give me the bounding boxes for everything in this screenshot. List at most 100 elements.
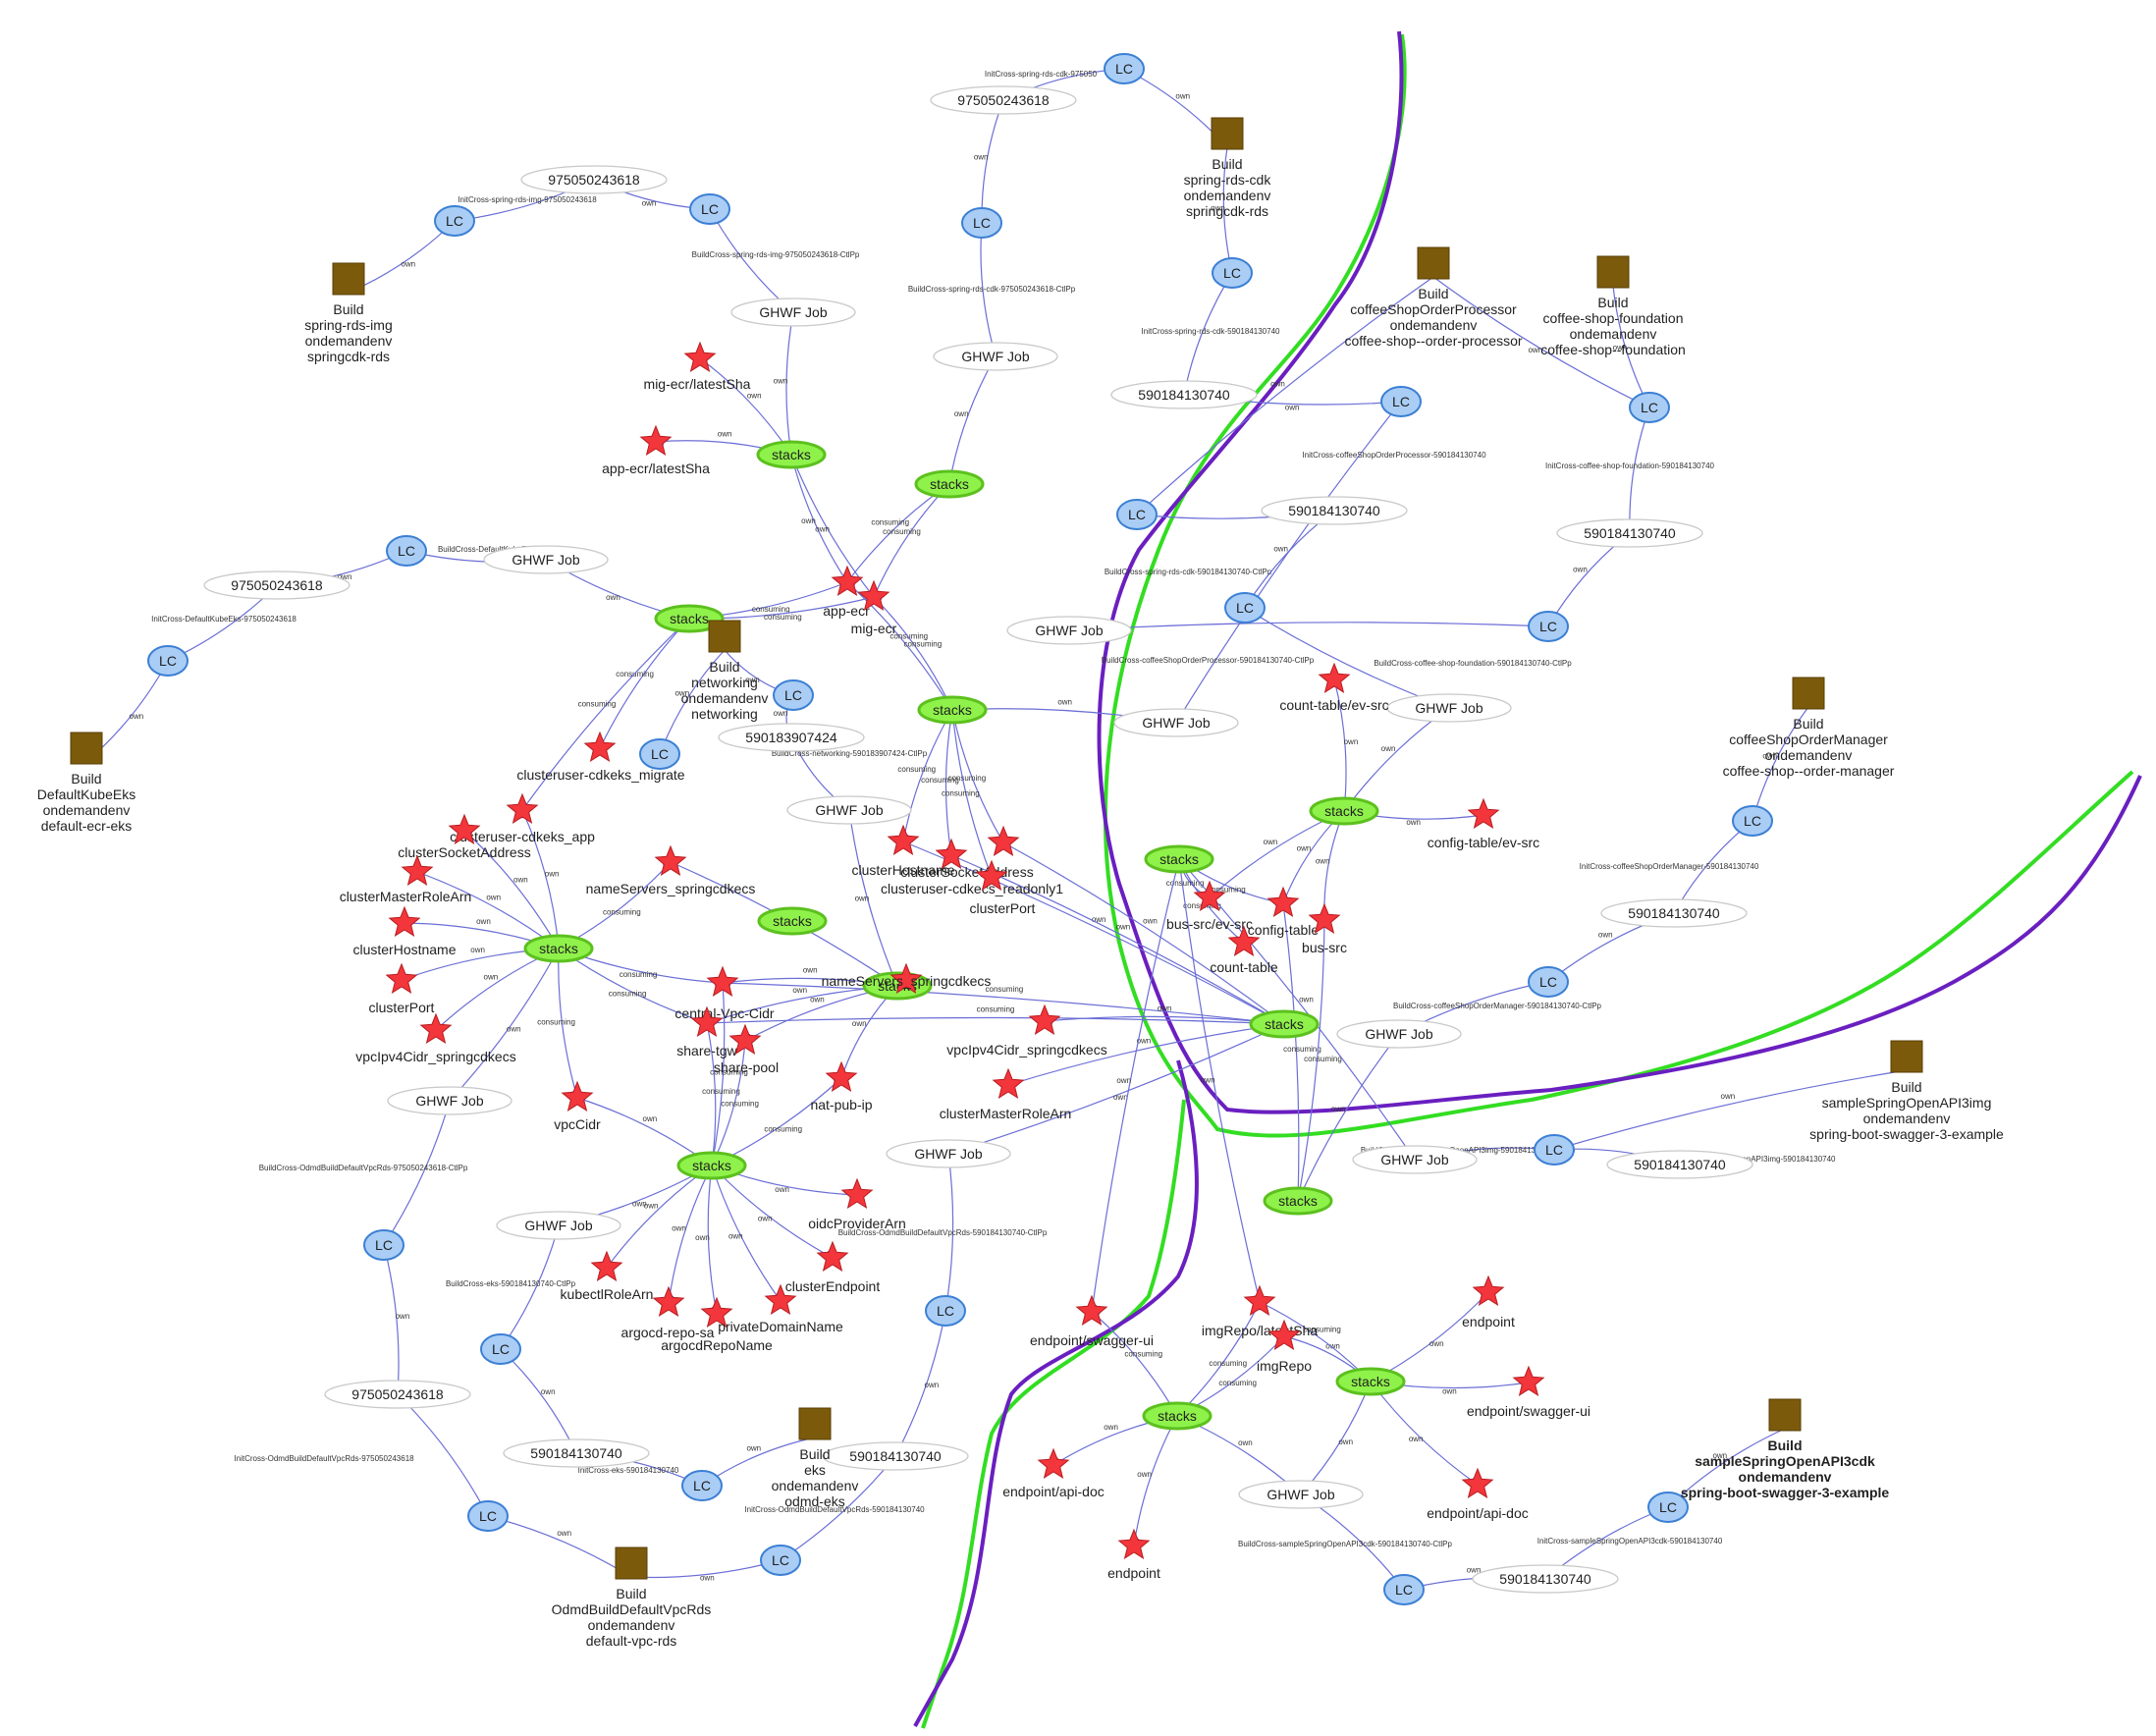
stacks-node[interactable]: stacks (1263, 1186, 1333, 1216)
output-star-node[interactable]: nameServers_springcdkecs (822, 962, 992, 994)
ghwf-job-node[interactable]: GHWF Job (933, 342, 1058, 371)
lc-node[interactable]: LC (1224, 592, 1266, 624)
output-star-node[interactable]: count-table (1210, 925, 1278, 975)
stacks-node[interactable]: stacks (1249, 1009, 1320, 1039)
output-star-node[interactable]: vpcCidr (554, 1080, 601, 1132)
ghwf-job-node[interactable]: GHWF Job (496, 1211, 621, 1240)
stacks-node[interactable]: stacks (1142, 1401, 1213, 1431)
output-star-node[interactable]: app-ecr/latestSha (602, 424, 710, 476)
lc-node[interactable]: LC (760, 1545, 801, 1576)
lc-node[interactable]: LC (1104, 53, 1145, 84)
output-star-node[interactable]: clusterHostname (352, 905, 457, 957)
build-node[interactable]: BuildOdmdBuildDefaultVpcRdsondemandenvde… (552, 1546, 712, 1649)
lc-node[interactable]: LC (773, 679, 814, 711)
build-node[interactable]: BuildsampleSpringOpenAPI3cdkondemandenvs… (1681, 1398, 1890, 1500)
output-star-node[interactable]: nat-pub-ip (810, 1060, 873, 1112)
lc-node[interactable]: LC (386, 535, 427, 567)
output-star-node[interactable]: config-table (1248, 886, 1320, 938)
lc-node[interactable]: LC (1528, 611, 1569, 642)
stacks-node[interactable]: stacks (914, 469, 985, 499)
account-node[interactable]: 590184130740 (1556, 518, 1703, 548)
lc-node[interactable]: LC (147, 645, 189, 677)
lc-node[interactable]: LC (961, 207, 1002, 239)
build-node[interactable]: BuildcoffeeShopOrderProcessorondemandenv… (1344, 246, 1523, 349)
build-node[interactable]: BuildDefaultKubeEksondemandenvdefault-ec… (37, 732, 135, 834)
output-star-node[interactable]: endpoint (1107, 1528, 1160, 1581)
lc-node[interactable]: LC (480, 1333, 521, 1365)
lc-node[interactable]: LC (467, 1500, 509, 1532)
output-star-node[interactable]: central-Vpc-Cidr (674, 965, 775, 1021)
stacks-node[interactable]: stacks (1335, 1367, 1406, 1396)
output-star-node[interactable]: nameServers_springcdkecs (586, 844, 756, 896)
output-star-node[interactable]: vpcIpv4Cidr_springcdkecs (355, 1012, 516, 1064)
build-node[interactable]: Buildcoffee-shop-foundationondemandenvco… (1540, 255, 1686, 357)
lc-node[interactable]: LC (1380, 386, 1422, 417)
account-node[interactable]: 975050243618 (520, 165, 668, 194)
output-star-node[interactable]: count-table/ev-src (1279, 662, 1389, 713)
output-star-node[interactable]: clusteruser-cdkecs_readonly1 (881, 825, 1063, 896)
output-star-node[interactable]: clusterHostname (851, 824, 955, 878)
account-node[interactable]: 590184130740 (503, 1438, 650, 1468)
account-node[interactable]: 975050243618 (203, 570, 350, 600)
lc-node[interactable]: LC (1383, 1574, 1425, 1605)
ghwf-job-node[interactable]: GHWF Job (1113, 708, 1239, 737)
build-node[interactable]: Buildspring-rds-imgondemandenvspringcdk-… (304, 262, 393, 364)
lc-node[interactable]: LC (1116, 499, 1158, 530)
lc-node[interactable]: LC (1212, 257, 1253, 289)
stacks-node[interactable]: stacks (654, 604, 725, 633)
account-node[interactable]: 590184130740 (822, 1441, 969, 1471)
ghwf-job-node[interactable]: GHWF Job (1238, 1480, 1364, 1509)
lc-node[interactable]: LC (1629, 392, 1670, 423)
output-star-node[interactable]: argocdRepoName (661, 1296, 773, 1353)
output-star-node[interactable]: bus-src/ev-src (1166, 880, 1253, 932)
output-star-node[interactable]: imgRepo/latestSha (1202, 1284, 1319, 1338)
output-star-node[interactable]: vpcIpv4Cidr_springcdkecs (946, 1004, 1107, 1058)
account-node[interactable]: 590184130740 (1110, 380, 1258, 409)
ghwf-job-node[interactable]: GHWF Job (786, 795, 912, 825)
account-node[interactable]: 975050243618 (324, 1380, 471, 1409)
account-node[interactable]: 590183907424 (718, 723, 865, 752)
output-star-node[interactable]: endpoint/swagger-ui (1467, 1365, 1590, 1419)
output-star-node[interactable]: privateDomainName (718, 1283, 843, 1334)
output-star-node[interactable]: mig-ecr/latestSha (644, 341, 751, 392)
stacks-node[interactable]: stacks (523, 934, 594, 963)
account-node[interactable]: 590184130740 (1472, 1564, 1619, 1594)
output-star-node[interactable]: config-table/ev-src (1428, 797, 1539, 850)
output-star-node[interactable]: imgRepo (1257, 1319, 1312, 1374)
ghwf-job-node[interactable]: GHWF Job (1352, 1145, 1478, 1174)
lc-node[interactable]: LC (1647, 1492, 1689, 1523)
lc-node[interactable]: LC (925, 1295, 966, 1327)
lc-node[interactable]: LC (1732, 805, 1773, 837)
build-node[interactable]: Buildspring-rds-cdkondemandenvspringcdk-… (1184, 117, 1272, 219)
account-node[interactable]: 590184130740 (1600, 898, 1748, 928)
ghwf-job-node[interactable]: GHWF Job (1006, 616, 1132, 645)
ghwf-job-node[interactable]: GHWF Job (387, 1086, 512, 1115)
ghwf-job-node[interactable]: GHWF Job (483, 545, 609, 574)
stacks-node[interactable]: stacks (676, 1151, 747, 1180)
lc-node[interactable]: LC (639, 738, 680, 770)
output-star-node[interactable]: share-tgw (676, 1005, 738, 1058)
stacks-node[interactable]: stacks (1309, 796, 1379, 826)
ghwf-job-node[interactable]: GHWF Job (886, 1139, 1011, 1168)
account-node[interactable]: 975050243618 (930, 85, 1077, 115)
output-star-node[interactable]: clusterMasterRoleArn (340, 854, 472, 904)
ghwf-job-node[interactable]: GHWF Job (1386, 693, 1512, 723)
build-node[interactable]: BuildsampleSpringOpenAPI3imgondemandenvs… (1809, 1040, 2004, 1142)
output-star-node[interactable]: clusterPort (369, 962, 435, 1015)
output-star-node[interactable]: clusterSocketAddress (398, 813, 531, 860)
output-star-node[interactable]: endpoint (1462, 1275, 1515, 1329)
output-star-node[interactable]: clusterMasterRoleArn (940, 1067, 1072, 1121)
output-star-node[interactable]: oidcProviderArn (808, 1177, 906, 1231)
output-star-node[interactable]: endpoint/api-doc (1427, 1467, 1529, 1521)
lc-node[interactable]: LC (434, 205, 475, 237)
output-star-node[interactable]: kubectlRoleArn (561, 1250, 654, 1302)
output-star-node[interactable]: endpoint/api-doc (1002, 1447, 1105, 1499)
output-star-node[interactable]: bus-src (1302, 902, 1347, 955)
lc-node[interactable]: LC (1534, 1134, 1575, 1166)
lc-node[interactable]: LC (1528, 966, 1569, 998)
lc-node[interactable]: LC (681, 1470, 723, 1501)
stacks-node[interactable]: stacks (917, 695, 988, 725)
output-star-node[interactable]: argocd-repo-sa (621, 1285, 715, 1340)
